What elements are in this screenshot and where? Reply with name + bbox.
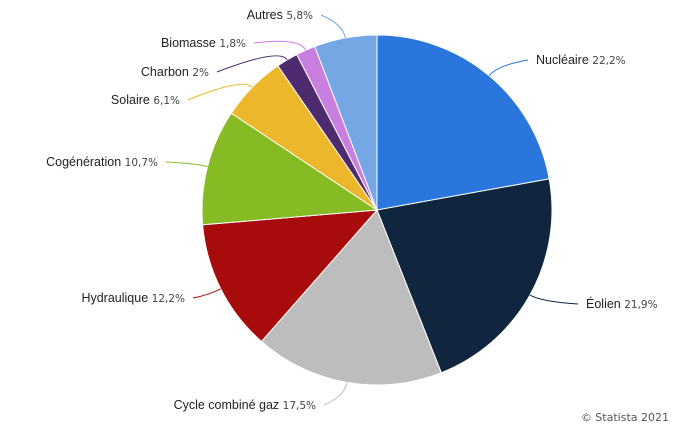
data-label-cycle-combine-gaz: Cycle combiné gaz 17,5% [174, 398, 316, 412]
data-label-autres: Autres 5,8% [247, 8, 313, 22]
connector-biomasse [253, 40, 307, 51]
data-label-nucleaire: Nucléaire 22,2% [536, 53, 626, 67]
pie-slice-hydraulique[interactable] [202, 209, 379, 343]
data-label-solaire: Solaire 6,1% [111, 93, 180, 107]
pie-slice-cogeneration[interactable] [201, 112, 379, 226]
pie-labels: Nucléaire 22,2% Éolien 21,9% Cycle combiné… [46, 8, 658, 412]
connector-autres [320, 14, 346, 39]
source-credit[interactable]: © Statista 2021 [580, 411, 669, 424]
connector-hydraulique [192, 288, 222, 299]
pie-slice-nucleaire[interactable] [376, 34, 550, 211]
connector-charbon [216, 55, 288, 73]
data-label-biomasse: Biomasse 1,8% [161, 36, 246, 50]
data-label-eolien: Éolien 21,9% [586, 296, 658, 311]
connector-eolien [529, 294, 579, 305]
connector-solaire [187, 83, 253, 101]
connector-cogeneration [165, 161, 208, 168]
data-label-cogeneration: Cogénération 10,7% [46, 155, 158, 169]
connector-cycle-combine-gaz [323, 382, 348, 406]
data-label-charbon: Charbon 2% [141, 65, 209, 79]
pie-slices [201, 34, 553, 386]
connector-nucleaire [488, 59, 529, 77]
data-label-hydraulique: Hydraulique 12,2% [81, 291, 185, 305]
